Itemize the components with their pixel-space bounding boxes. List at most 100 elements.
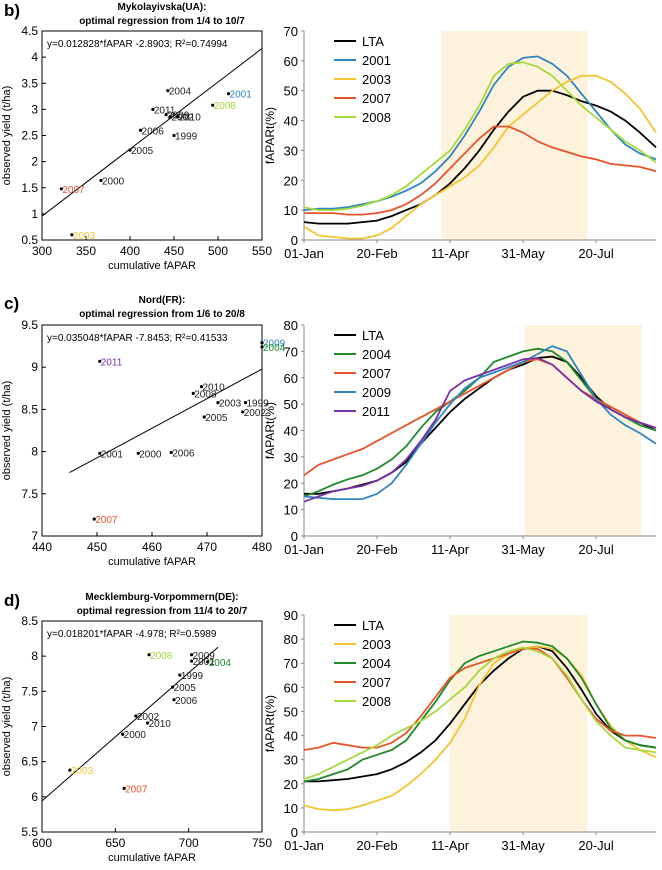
scatter-panel-1: Nord(FR): optimal regression from 1/6 to … [1, 295, 286, 568]
series-line [304, 355, 657, 495]
data-point [70, 233, 74, 237]
data-point [98, 451, 102, 455]
point-label: 2000 [124, 730, 147, 741]
trend-line [41, 646, 219, 802]
data-point [128, 148, 132, 152]
y-tick-label: 2 [31, 155, 38, 169]
legend-label: 2004 [362, 656, 391, 671]
chart-title: Nord(FR): [139, 295, 186, 306]
y-tick-label: 50 [284, 84, 298, 99]
y-tick-label: 30 [284, 753, 298, 768]
data-point [190, 653, 194, 657]
y-tick-label: 6.5 [21, 755, 38, 769]
y-tick-label: 1 [31, 207, 38, 221]
point-label: 2008 [150, 651, 173, 662]
y-tick-label: 30 [284, 450, 298, 465]
point-label: 2002 [244, 408, 267, 419]
legend-label: 2007 [362, 675, 391, 690]
point-label: 2002 [137, 712, 160, 723]
chart-subtitle: optimal regression from 1/6 to 20/8 [79, 309, 245, 320]
chart-subtitle: optimal regression from 1/4 to 10/7 [79, 16, 245, 27]
x-tick-label: 20-Feb [356, 542, 397, 557]
x-tick-label: 750 [252, 836, 272, 850]
scatter-panel-0: Mykolayivska(UA): optimal regression from… [1, 2, 272, 272]
y-tick-label: 70 [284, 344, 298, 359]
trend-line [69, 368, 263, 474]
legend-label: 2011 [362, 404, 390, 419]
highlight-band [450, 615, 588, 832]
y-tick-label: 60 [284, 54, 298, 69]
y-tick-label: 4.5 [21, 24, 38, 38]
point-label: 2005 [174, 683, 197, 694]
series-line [303, 345, 657, 500]
legend-label: LTA [362, 328, 384, 343]
y-tick-label: 20 [284, 777, 298, 792]
legend-label: 2004 [362, 347, 391, 362]
y-tick-label: 9 [31, 360, 38, 374]
line-panel-2: 0 10 20 30 40 50 60 70 80 90 01-Jan 20-Feb 11-Apr 31-… [263, 608, 657, 853]
y-tick-label: 0 [291, 529, 298, 544]
series-line [304, 125, 657, 216]
data-point [68, 768, 72, 772]
data-point [241, 410, 245, 414]
point-label: 2010 [179, 113, 202, 124]
x-tick-label: 300 [32, 244, 52, 258]
x-axis-label: cumulative fAPAR [108, 260, 196, 272]
y-tick-label: 70 [284, 656, 298, 671]
x-axis-label: cumulative fAPAR [108, 852, 196, 864]
data-point [190, 659, 194, 663]
legend-label: 2007 [362, 91, 391, 106]
data-point [121, 732, 125, 736]
point-label: 2002 [171, 113, 194, 124]
series-line [303, 55, 657, 211]
y-tick-label: 2.5 [21, 129, 38, 143]
data-point [134, 714, 138, 718]
y-tick-label: 10 [284, 503, 298, 518]
line-panel-1: 0 10 20 30 40 50 60 70 80 01-Jan 20-Feb 11-Apr 31-Ma… [263, 318, 657, 557]
y-tick-label: 10 [284, 203, 298, 218]
point-label: 2004 [209, 658, 232, 669]
legend-label: LTA [362, 34, 384, 49]
chart-subtitle: optimal regression from 11/4 to 20/7 [77, 606, 248, 617]
y-tick-label: 50 [284, 704, 298, 719]
y-tick-label: 40 [284, 114, 298, 129]
x-tick-label: 31-May [501, 542, 545, 557]
series-line [303, 647, 657, 751]
point-label: 2010 [203, 383, 226, 394]
x-tick-label: 20-Jul [578, 246, 614, 261]
data-point [164, 113, 168, 117]
point-label: 2009 [263, 339, 286, 350]
y-axis-label: fAPARt(%) [263, 107, 277, 164]
legend-label: 2008 [362, 110, 391, 125]
point-label: 2006 [175, 696, 198, 707]
x-tick-label: 20-Feb [356, 838, 397, 853]
x-tick-label: 450 [87, 540, 107, 554]
y-tick-label: 0 [291, 233, 298, 248]
point-label: 2008 [214, 101, 237, 112]
y-tick-label: 1.5 [21, 181, 38, 195]
data-point [216, 401, 220, 405]
y-tick-label: 3 [31, 102, 38, 116]
plot-frame [41, 324, 263, 537]
point-label: 2001 [101, 449, 124, 460]
y-tick-label: 20 [284, 476, 298, 491]
point-label: 2003 [71, 766, 94, 777]
data-point [147, 653, 151, 657]
y-tick-label: 60 [284, 680, 298, 695]
x-tick-label: 480 [252, 540, 272, 554]
point-label: 2001 [193, 657, 216, 668]
legend-label: 2003 [362, 72, 391, 87]
data-point [170, 685, 175, 689]
y-tick-label: 8 [31, 649, 38, 663]
x-tick-label: 600 [32, 836, 52, 850]
data-point [202, 415, 206, 419]
series-line [303, 646, 657, 780]
y-tick-label: 9.5 [21, 318, 38, 332]
series-line [303, 357, 657, 503]
point-label: 2006 [172, 448, 195, 459]
series-line [303, 74, 657, 240]
scatter-panel-2: Mecklemburg-Vorpommern(DE): optimal regre… [1, 592, 272, 864]
trend-line [41, 48, 263, 217]
point-label: 2009 [193, 651, 216, 662]
